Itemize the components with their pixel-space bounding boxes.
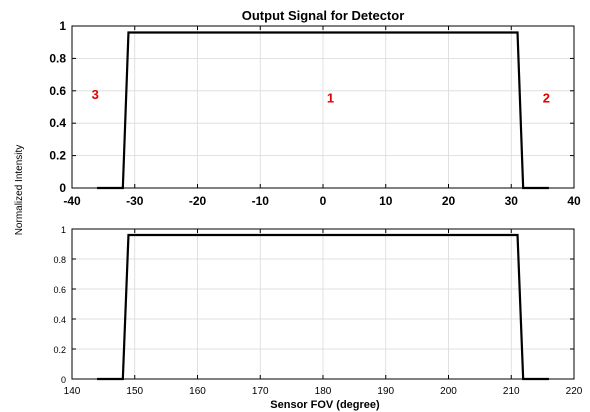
x-tick-label: 190 bbox=[377, 386, 394, 397]
y-tick-label: 0.2 bbox=[53, 345, 66, 355]
gridlines-top bbox=[72, 26, 574, 188]
annotations-top: 3 1 2 bbox=[92, 87, 550, 105]
x-tick-label: 200 bbox=[440, 386, 457, 397]
x-tick-label: -40 bbox=[63, 194, 81, 208]
x-axis-label: Sensor FOV (degree) bbox=[270, 399, 380, 411]
y-tick-label: 0.6 bbox=[49, 84, 66, 98]
x-tick-label: 10 bbox=[379, 194, 393, 208]
y-tick-label: 0.4 bbox=[53, 315, 66, 325]
y-tick-label: 0.6 bbox=[53, 285, 66, 295]
y-tick-label: 1 bbox=[61, 225, 66, 235]
ticks-top: -40 -30 -20 -10 0 10 20 30 40 0 0.2 0.4 0.6 0.8 1 bbox=[49, 19, 581, 208]
x-tick-label: -10 bbox=[252, 194, 270, 208]
series-line bbox=[97, 31, 549, 190]
ticks-bottom: 140 150 160 170 180 190 200 210 220 0 0.2 0.4 0.6 0.8… bbox=[53, 225, 582, 397]
x-tick-label: -30 bbox=[126, 194, 144, 208]
x-tick-label: 180 bbox=[315, 386, 332, 397]
annotation-label: 2 bbox=[543, 90, 550, 105]
series-line bbox=[97, 233, 549, 381]
series-top bbox=[97, 31, 549, 190]
x-tick-label: 30 bbox=[505, 194, 519, 208]
chart-title: Output Signal for Detector bbox=[242, 8, 405, 23]
y-tick-label: 0 bbox=[61, 375, 66, 385]
annotation-label: 3 bbox=[92, 87, 99, 102]
y-tick-label: 0.8 bbox=[53, 255, 66, 265]
x-tick-label: 20 bbox=[442, 194, 456, 208]
series-bottom bbox=[97, 233, 549, 381]
gridlines-bottom bbox=[72, 229, 574, 379]
x-tick-label: 220 bbox=[566, 386, 583, 397]
x-tick-label: 40 bbox=[567, 194, 581, 208]
x-tick-label: 160 bbox=[189, 386, 206, 397]
x-tick-label: 210 bbox=[503, 386, 520, 397]
y-tick-label: 1 bbox=[59, 19, 66, 33]
y-tick-label: 0.2 bbox=[49, 149, 66, 163]
x-tick-label: 140 bbox=[64, 386, 81, 397]
chart-top: Output Signal for Detector -40 -30 -20 -10 0… bbox=[49, 8, 581, 208]
x-tick-label: 0 bbox=[320, 194, 327, 208]
annotation-label: 1 bbox=[327, 90, 334, 105]
x-tick-label: 170 bbox=[252, 386, 269, 397]
x-tick-label: 150 bbox=[126, 386, 143, 397]
chart-bottom: 140 150 160 170 180 190 200 210 220 0 0.2 0.4 0.6 0.8… bbox=[53, 225, 582, 411]
y-axis-label: Normalized Intensity bbox=[14, 145, 25, 236]
y-tick-label: 0.4 bbox=[49, 116, 66, 130]
y-tick-label: 0 bbox=[59, 181, 66, 195]
y-tick-label: 0.8 bbox=[49, 51, 66, 65]
x-tick-label: -20 bbox=[189, 194, 207, 208]
